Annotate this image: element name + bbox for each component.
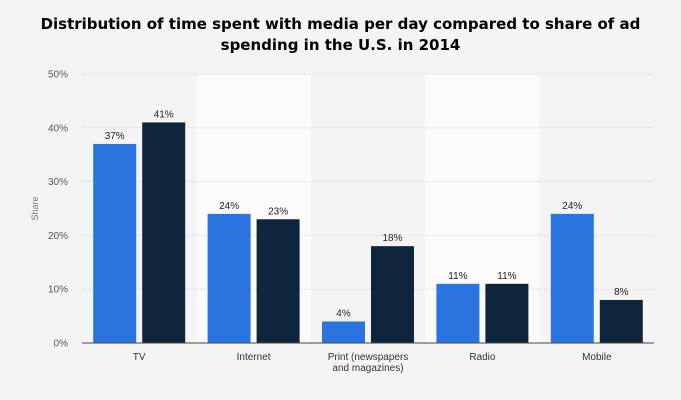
- y-axis-label: Share: [30, 196, 40, 220]
- bar: [371, 246, 414, 343]
- bar: [256, 219, 300, 343]
- data-label: 18%: [382, 233, 402, 244]
- bar: [599, 299, 643, 343]
- y-tick-label: 10%: [48, 285, 68, 296]
- data-label: 41%: [154, 109, 174, 120]
- data-label: 8%: [614, 287, 629, 298]
- x-tick-label: Radio: [469, 352, 496, 363]
- y-tick-label: 40%: [48, 123, 68, 134]
- bar: [322, 321, 365, 343]
- data-label: 4%: [336, 308, 351, 319]
- y-tick-label: 20%: [48, 231, 68, 242]
- y-tick-label: 30%: [48, 177, 68, 188]
- y-tick-label: 0%: [54, 339, 69, 350]
- data-label: 11%: [448, 271, 467, 282]
- data-label: 24%: [219, 201, 239, 212]
- x-tick-label: Mobile: [582, 352, 612, 363]
- data-label: 23%: [268, 206, 288, 217]
- x-tick-label: Internet: [237, 352, 271, 363]
- bar: [142, 122, 186, 343]
- y-tick-label: 50%: [48, 70, 68, 81]
- data-label: 37%: [105, 131, 125, 142]
- chart-title-line-1: Distribution of time spent with media pe…: [40, 15, 641, 33]
- bar: [436, 283, 480, 343]
- x-tick-label: and magazines): [332, 363, 403, 374]
- data-label: 24%: [562, 201, 582, 212]
- bar: [207, 213, 251, 343]
- x-tick-label: TV: [133, 352, 146, 363]
- x-tick-label: Print (newspapers: [328, 352, 409, 363]
- bar: [485, 283, 529, 343]
- chart-title: Distribution of time spent with media pe…: [40, 14, 641, 56]
- data-label: 11%: [497, 271, 516, 282]
- chart-title-line-2: spending in the U.S. in 2014: [220, 36, 461, 54]
- bar: [93, 143, 137, 343]
- bar: [550, 213, 594, 343]
